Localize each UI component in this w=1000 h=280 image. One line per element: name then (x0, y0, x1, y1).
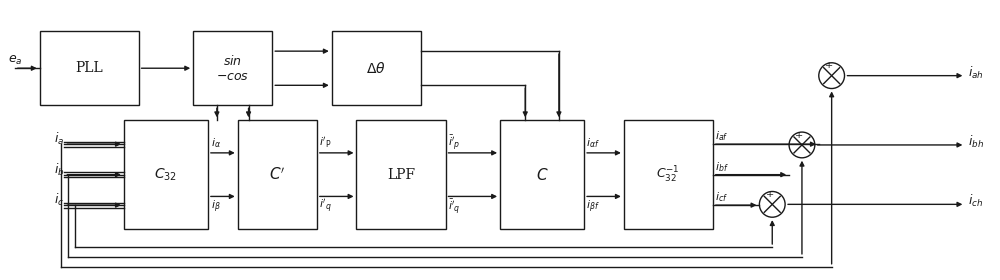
Text: PLL: PLL (75, 61, 103, 75)
Text: $i'_{\rm P}$: $i'_{\rm P}$ (319, 136, 332, 150)
Text: +: + (766, 190, 774, 199)
Text: $sin$
$-cos$: $sin$ $-cos$ (216, 54, 249, 83)
Text: $\Delta\theta$: $\Delta\theta$ (366, 61, 386, 76)
Text: $i_{ch}$: $i_{ch}$ (968, 193, 984, 209)
Text: $i_a$: $i_a$ (54, 131, 65, 147)
Text: $C_{32}^{-1}$: $C_{32}^{-1}$ (656, 165, 680, 185)
Text: $i_{bh}$: $i_{bh}$ (968, 134, 984, 150)
Text: $i_\alpha$: $i_\alpha$ (211, 136, 221, 150)
Text: $i'_q$: $i'_q$ (319, 198, 332, 215)
Bar (356, 120, 446, 229)
Bar (193, 31, 272, 105)
Text: $i_{\beta f}$: $i_{\beta f}$ (586, 198, 600, 214)
Text: $i_b$: $i_b$ (54, 162, 65, 178)
Text: $C'$: $C'$ (269, 166, 286, 183)
Bar (500, 120, 584, 229)
Text: $i_\beta$: $i_\beta$ (211, 198, 221, 214)
Text: LPF: LPF (387, 168, 415, 182)
Text: $e_a$: $e_a$ (8, 54, 22, 67)
Bar (124, 120, 208, 229)
Text: $i_{cf}$: $i_{cf}$ (715, 190, 728, 204)
Text: $\bar{i}'_p$: $\bar{i}'_p$ (448, 134, 460, 152)
Text: +: + (795, 131, 804, 140)
Text: $i_{ah}$: $i_{ah}$ (968, 65, 984, 81)
Text: $i_{af}$: $i_{af}$ (715, 129, 728, 143)
Bar (238, 120, 317, 229)
Text: $i_{bf}$: $i_{bf}$ (715, 160, 729, 174)
Text: $C$: $C$ (536, 167, 548, 183)
Bar (624, 120, 713, 229)
Bar (40, 31, 139, 105)
Text: $C_{32}$: $C_{32}$ (154, 166, 177, 183)
Text: $i_{\alpha f}$: $i_{\alpha f}$ (586, 136, 600, 150)
Text: $\bar{i}'_q$: $\bar{i}'_q$ (448, 197, 460, 216)
Bar (332, 31, 421, 105)
Text: +: + (825, 62, 833, 71)
Text: $i_c$: $i_c$ (54, 192, 65, 208)
